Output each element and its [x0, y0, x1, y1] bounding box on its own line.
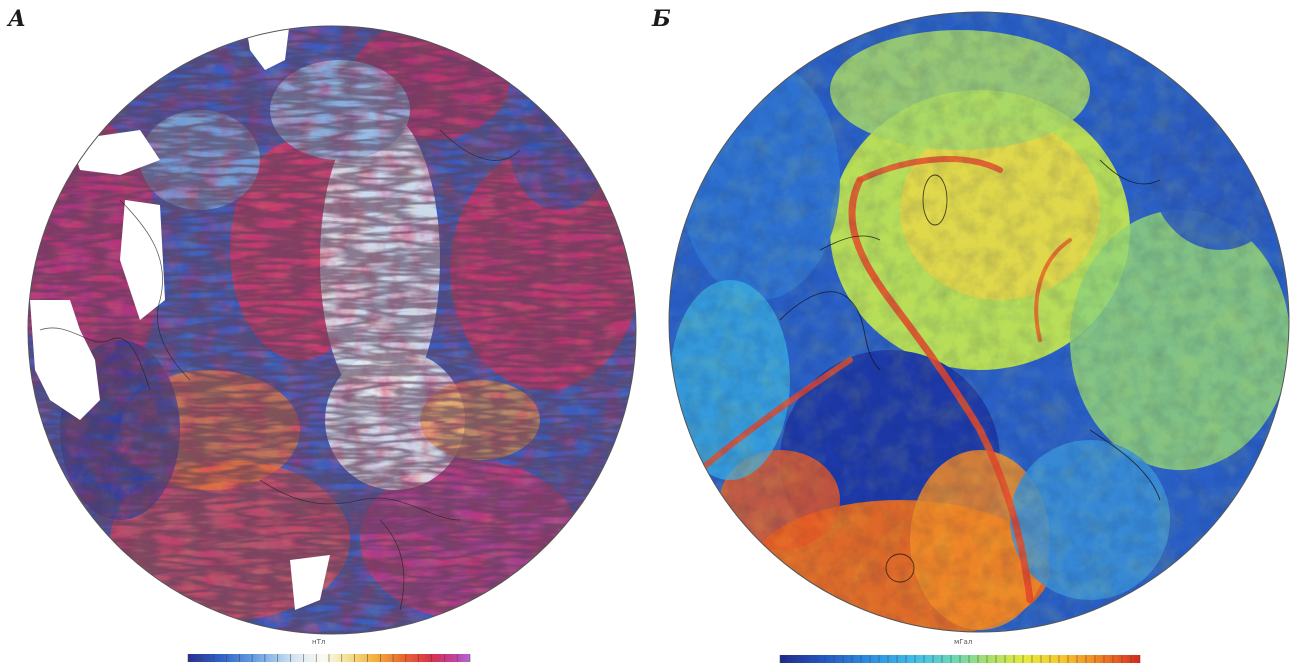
panel-label-b: Б [652, 6, 671, 32]
map-a-outline [27, 25, 637, 635]
map-b [669, 12, 1289, 632]
colorbar-a [187, 654, 471, 662]
map-a [28, 26, 636, 634]
map-b-coastlines [779, 159, 1161, 583]
map-a-coastlines [39, 129, 521, 611]
colorbar-a-unit: нТл [312, 638, 326, 646]
colorbar-b [779, 655, 1141, 663]
map-b-outline [668, 11, 1290, 633]
panel-label-a: А [8, 6, 26, 32]
colorbar-b-unit: мГал [954, 638, 973, 646]
